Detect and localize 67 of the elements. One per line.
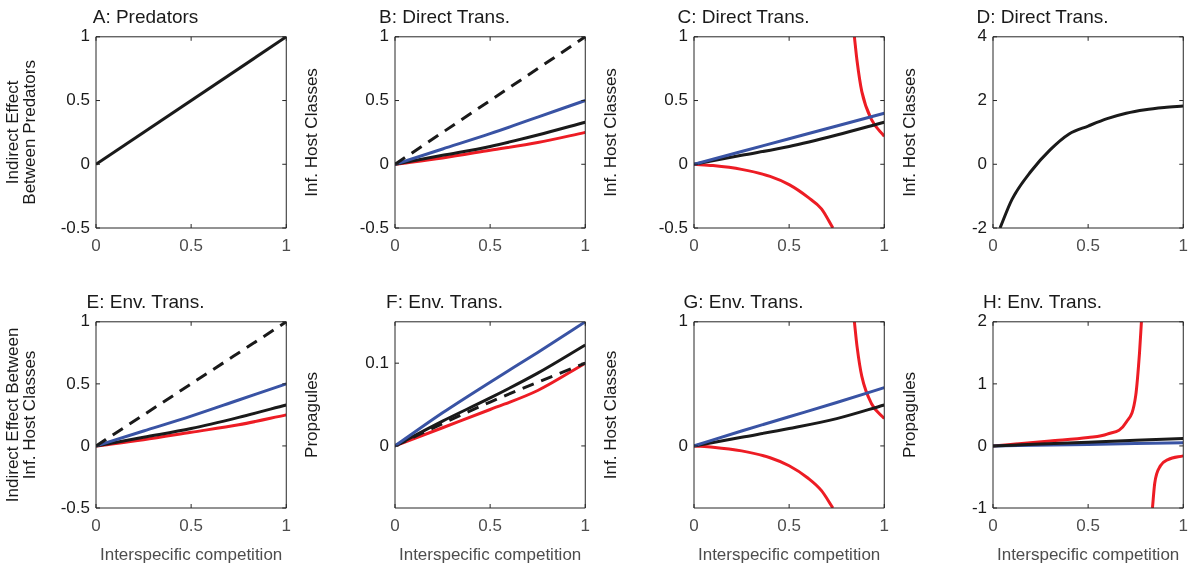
y-tick-label: 1 xyxy=(678,311,688,331)
x-tick-label: 1 xyxy=(580,235,591,255)
y-tick-label: 0 xyxy=(678,435,688,455)
y-tick-label: 0.1 xyxy=(365,352,389,372)
chart-title: B: Direct Trans. xyxy=(379,5,510,27)
y-tick-label: 0 xyxy=(379,435,389,455)
x-tick-label: 1 xyxy=(879,235,890,255)
y-tick-label: 0 xyxy=(80,153,90,173)
chart-title: G: Env. Trans. xyxy=(683,290,804,312)
y-tick-label: 1 xyxy=(977,373,987,393)
y-tick-label: 1 xyxy=(80,311,90,331)
chart-title: A: Predators xyxy=(92,5,199,27)
chart-title: H: Env. Trans. xyxy=(983,290,1102,312)
y-tick-label: -0.5 xyxy=(658,217,688,237)
chart-title: E: Env. Trans. xyxy=(86,290,205,312)
y-axis-title: Indirect Effect Between Inf. Host Classes xyxy=(2,327,40,503)
y-axis-title: Inf. Host Classes xyxy=(899,68,919,197)
y-tick-label: 0.5 xyxy=(66,90,90,110)
y-axis-title: Propagules xyxy=(899,371,919,458)
x-axis-title: Interspecific competition xyxy=(697,545,881,565)
line-series xyxy=(694,111,885,166)
x-tick-label: 1 xyxy=(1178,235,1189,255)
x-tick-label: 0.5 xyxy=(179,515,203,535)
y-axis-title: Indirect Effect Between Predators xyxy=(2,60,40,205)
y-tick-label: 0.5 xyxy=(664,90,688,110)
y-axis-title: Inf. Host Classes xyxy=(600,350,620,480)
x-tick-label: 1 xyxy=(281,235,292,255)
y-tick-label: -0.5 xyxy=(60,497,90,517)
x-tick-label: 0.5 xyxy=(1076,515,1100,535)
y-tick-label: 4 xyxy=(977,26,987,46)
x-tick-label: 1 xyxy=(281,515,292,535)
y-tick-label: 1 xyxy=(379,26,389,46)
x-tick-label: 0.5 xyxy=(179,235,203,255)
y-tick-label: -0.5 xyxy=(60,217,90,237)
x-tick-label: 0.5 xyxy=(478,515,502,535)
x-tick-label: 1 xyxy=(580,515,591,535)
x-axis-title: Interspecific competition xyxy=(398,545,582,565)
chart-title: F: Env. Trans. xyxy=(386,290,503,312)
y-axis-title: Inf. Host Classes xyxy=(600,68,620,197)
y-tick-label: 0.5 xyxy=(66,373,90,393)
y-tick-label: 0.5 xyxy=(365,90,389,110)
y-tick-label: -1 xyxy=(971,497,987,517)
chart-title: C: Direct Trans. xyxy=(677,5,810,27)
y-axis-title: Propagules xyxy=(301,371,321,458)
y-tick-label: 0 xyxy=(678,153,688,173)
line-series xyxy=(694,386,885,448)
x-tick-label: 0.5 xyxy=(478,235,502,255)
x-axis-title: Interspecific competition xyxy=(99,545,283,565)
line-series xyxy=(395,321,586,448)
x-tick-label: 0.5 xyxy=(1076,235,1100,255)
y-tick-label: 1 xyxy=(80,26,90,46)
y-tick-label: -2 xyxy=(971,217,987,237)
y-tick-label: 1 xyxy=(678,26,688,46)
x-axis-title: Interspecific competition xyxy=(996,545,1180,565)
y-tick-label: 2 xyxy=(977,311,987,331)
y-tick-label: 0 xyxy=(80,435,90,455)
y-tick-label: 0 xyxy=(977,153,987,173)
y-axis-title: Inf. Host Classes xyxy=(301,68,321,197)
x-tick-label: 1 xyxy=(1178,515,1189,535)
x-tick-label: 1 xyxy=(879,515,890,535)
x-tick-label: 0.5 xyxy=(777,235,801,255)
x-tick-label: 0.5 xyxy=(777,515,801,535)
y-tick-label: -0.5 xyxy=(359,217,389,237)
chart-title: D: Direct Trans. xyxy=(976,5,1109,27)
y-tick-label: 2 xyxy=(977,90,987,110)
y-tick-label: 0 xyxy=(977,435,987,455)
y-tick-label: 0 xyxy=(379,153,389,173)
